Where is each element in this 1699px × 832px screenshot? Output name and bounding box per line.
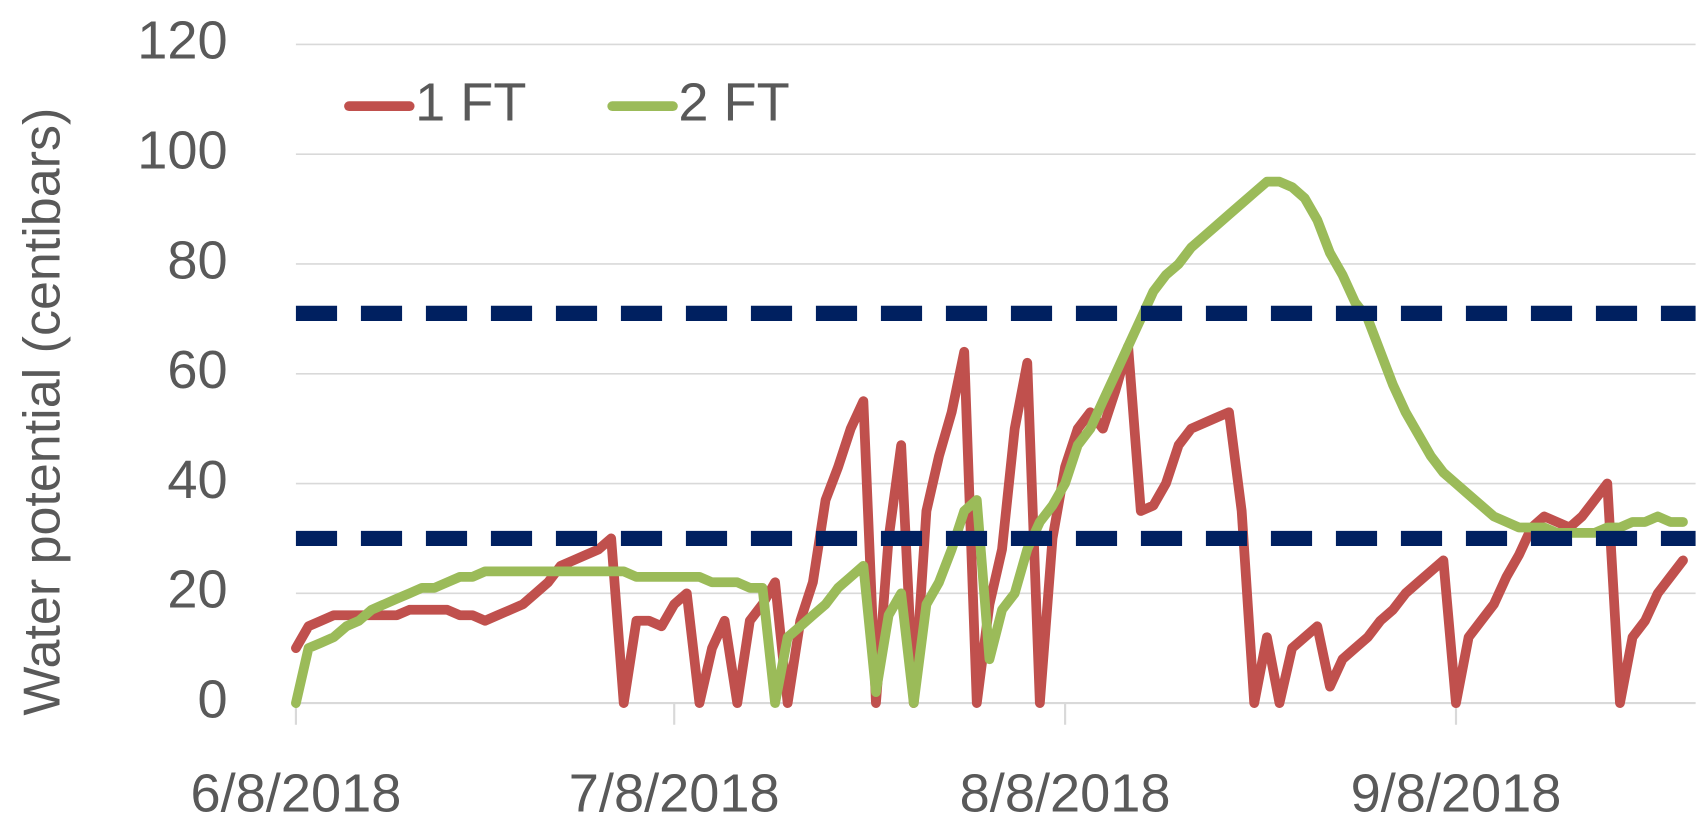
y-tick-label: 0 [198, 669, 228, 729]
y-tick-label: 20 [167, 560, 227, 620]
y-tick-label: 80 [167, 230, 227, 290]
y-tick-label: 40 [167, 450, 227, 510]
y-axis-title: Water potential (centibars) [13, 108, 71, 716]
series-line [291, 176, 1688, 708]
x-tick-label: 9/8/2018 [1351, 764, 1562, 824]
x-tick-label: 8/8/2018 [960, 764, 1171, 824]
y-tick-label: 120 [137, 11, 227, 71]
x-tick-label: 7/8/2018 [569, 764, 780, 824]
x-tick-label: 6/8/2018 [191, 764, 402, 824]
y-tick-label: 100 [137, 121, 227, 181]
y-tick-label: 60 [167, 340, 227, 400]
legend-label: 1 FT [415, 72, 526, 132]
legend-label: 2 FT [678, 72, 789, 132]
